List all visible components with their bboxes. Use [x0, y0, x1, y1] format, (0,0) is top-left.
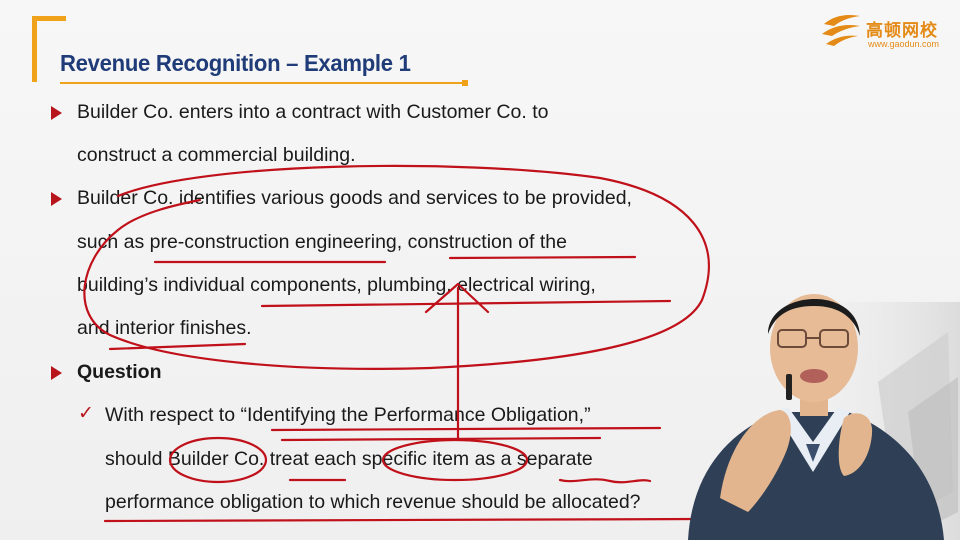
bullet-2-line-2: such as pre-construction engineering, co… — [77, 231, 567, 253]
logo-name: 高顿网校 — [866, 21, 938, 41]
bullet-2-line-3: building’s individual components, plumbi… — [77, 274, 596, 296]
presenter-video — [688, 294, 960, 540]
bullet-1-line-2: construct a commercial building. — [77, 144, 356, 166]
title-bracket — [32, 16, 66, 82]
bullet-2-line-4: and interior finishes. — [77, 317, 252, 339]
bullet-arrow-icon — [51, 192, 62, 206]
sub-bullet-line-2: should Builder Co. treat each specific i… — [105, 448, 593, 470]
logo-icon — [822, 15, 860, 46]
sub-bullet-line-3: performance obligation to which revenue … — [105, 491, 641, 513]
question-heading: Question — [77, 361, 162, 383]
sub-bullet-line-1: With respect to “Identifying the Perform… — [105, 404, 591, 426]
slide-title: Revenue Recognition – Example 1 — [60, 50, 411, 76]
bullet-arrow-icon — [51, 366, 62, 380]
bullet-1-line-1: Builder Co. enters into a contract with … — [77, 101, 549, 123]
bullet-arrow-icon — [51, 106, 62, 120]
logo-url: www.gaodun.com — [868, 39, 940, 49]
brand-logo: 高顿网校 www.gaodun.com — [820, 8, 950, 54]
bullet-2-line-1: Builder Co. identifies various goods and… — [77, 187, 632, 209]
title-underline — [60, 82, 465, 84]
title-underline-end — [462, 80, 468, 86]
check-icon: ✓ — [78, 402, 94, 424]
